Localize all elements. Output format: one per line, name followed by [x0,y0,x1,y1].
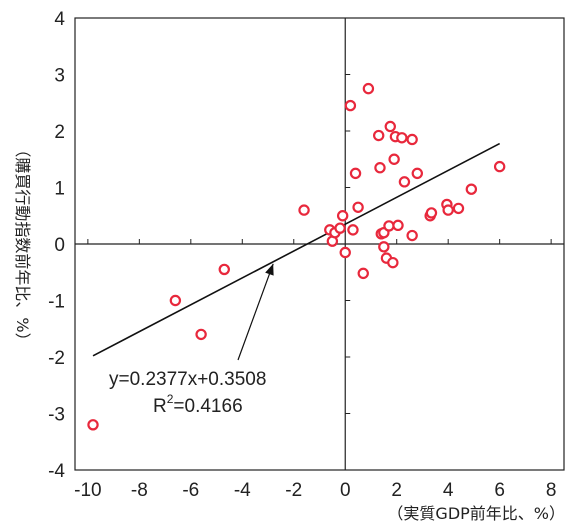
data-point [218,263,230,276]
r-squared-label: R2=0.4166 [153,392,243,417]
x-tick-label: -4 [234,480,251,501]
r-squared-superscript: 2 [167,392,174,406]
data-point [169,294,182,307]
zero-axes [75,17,564,471]
y-tick-label: 0 [54,235,65,256]
data-point [357,267,369,280]
x-tick-label: 0 [340,480,351,501]
data-point [378,241,390,253]
data-point [347,224,359,236]
data-point [87,419,99,431]
data-point [388,153,400,165]
y-tick-label: 4 [54,9,65,30]
data-point [442,204,454,216]
data-points [87,82,506,431]
data-point [396,132,408,144]
y-tick-label: -1 [48,292,65,313]
data-point [374,162,386,174]
y-tick-labels: -4 -3 -2 -1 0 1 2 3 4 [48,9,65,482]
data-point [372,129,385,142]
data-point [344,99,357,112]
x-tick-label: -2 [285,480,302,501]
data-point [465,183,478,195]
x-tick-label: -10 [74,480,101,501]
x-tick-label: 8 [546,480,557,501]
data-point [336,210,349,222]
r-squared-prefix: R [153,396,167,417]
data-point [339,246,351,259]
x-tick-labels: -10 -8 -6 -4 -2 0 2 4 6 8 [74,480,556,501]
x-tick-label: -6 [182,480,199,501]
trend-line-group [92,142,501,361]
y-tick-label: -2 [48,348,65,369]
data-point [406,133,418,146]
y-tick-label: -3 [48,405,65,426]
y-tick-label: 1 [54,179,65,200]
x-tick-label: 4 [443,480,454,501]
data-point [452,202,465,215]
r-squared-value: =0.4166 [173,396,242,417]
x-tick-label: -8 [131,480,148,501]
y-axis-label: （購買行動指数前年比、%） [13,141,32,348]
data-point [352,201,364,213]
trend-line [92,142,501,357]
data-point [392,219,404,232]
x-tick-label: 6 [494,480,505,501]
data-point [387,256,399,269]
data-point [411,167,423,180]
data-point [349,167,362,180]
y-tick-label: 2 [54,122,65,143]
y-tick-label: 3 [54,66,65,87]
data-point [384,120,396,133]
data-point [406,229,418,242]
equation-label: y=0.2377x+0.3508 [109,369,266,390]
data-point [425,207,438,219]
y-tick-label: -4 [48,461,65,482]
data-point [334,222,346,234]
data-point [195,328,207,341]
x-tick-label: 2 [391,480,402,501]
data-point [398,176,411,188]
data-point [383,220,395,232]
x-axis-label: （実質GDP前年比、%） [387,504,565,523]
data-point [493,160,506,173]
annotation-arrow-line [237,263,274,361]
data-point [298,204,310,216]
data-point [362,82,375,95]
annotation-arrow-head [265,263,274,276]
regression-annotation: y=0.2377x+0.3508 R2=0.4166 [109,369,266,417]
